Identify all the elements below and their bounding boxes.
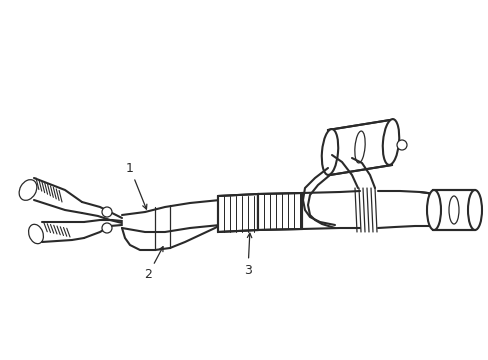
Ellipse shape <box>102 223 112 233</box>
Polygon shape <box>327 120 391 175</box>
Ellipse shape <box>321 129 338 175</box>
Polygon shape <box>432 190 474 230</box>
Polygon shape <box>258 193 302 230</box>
Ellipse shape <box>19 180 37 200</box>
Ellipse shape <box>467 190 481 230</box>
Ellipse shape <box>102 207 112 217</box>
Text: 1: 1 <box>0 359 1 360</box>
Polygon shape <box>218 194 258 232</box>
Ellipse shape <box>426 190 440 230</box>
Text: 2: 2 <box>144 247 163 282</box>
Ellipse shape <box>396 140 406 150</box>
Text: 1: 1 <box>126 162 146 209</box>
Text: 3: 3 <box>244 233 251 276</box>
Ellipse shape <box>28 224 43 244</box>
Ellipse shape <box>382 119 398 165</box>
